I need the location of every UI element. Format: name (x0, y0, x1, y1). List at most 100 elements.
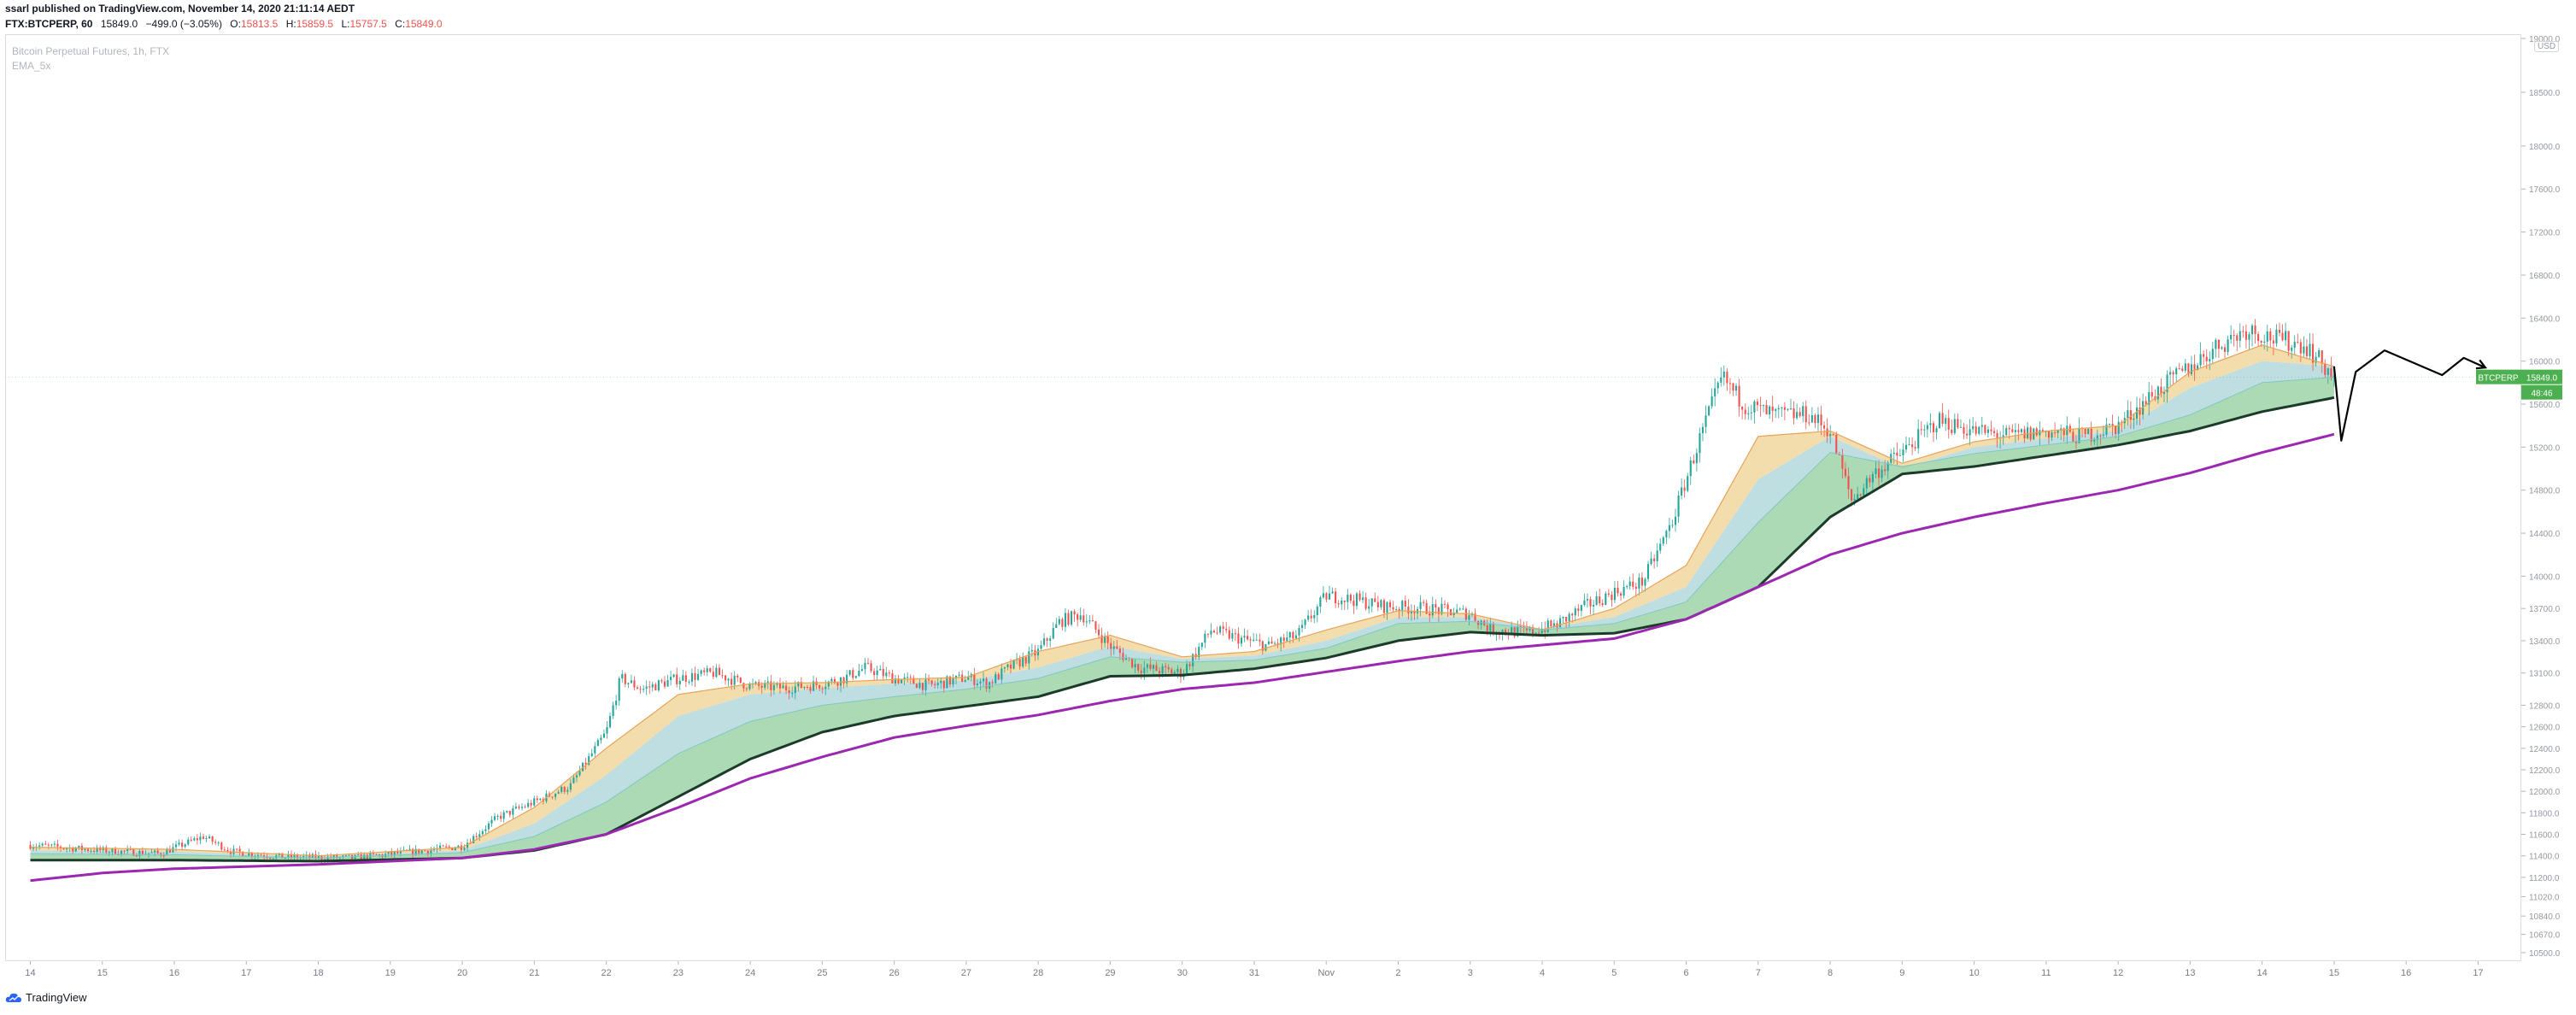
currency-badge[interactable]: USD (2534, 41, 2560, 52)
candle-body (606, 727, 608, 734)
candle-body (1349, 595, 1352, 601)
candle (1929, 413, 1932, 433)
candle-body (572, 777, 575, 783)
candle-body (1656, 550, 1658, 561)
candle (1370, 598, 1373, 613)
legend-indicator[interactable]: EMA_5x (12, 60, 51, 72)
candle (1941, 402, 1944, 427)
candle-body (2209, 359, 2211, 361)
candle-body (2102, 434, 2104, 436)
candle (584, 758, 587, 770)
projection-path[interactable] (2332, 349, 2486, 442)
candle-body (584, 762, 587, 765)
candle-body (1274, 642, 1276, 644)
candle-body (1083, 615, 1085, 623)
candle-body (1580, 605, 1582, 611)
candle-body (1705, 415, 1707, 427)
candle-body (1735, 385, 1738, 391)
candle-body (1228, 630, 1230, 639)
candle (1292, 631, 1294, 643)
candle-body (418, 848, 420, 854)
candle (1012, 659, 1015, 670)
candle (1331, 587, 1334, 595)
candle (375, 854, 378, 855)
candle-body (1808, 422, 1810, 424)
candle-body (160, 853, 162, 856)
candle (1437, 606, 1440, 622)
candle-body (481, 830, 484, 835)
candle (1911, 437, 1914, 455)
candle (44, 840, 47, 845)
candle (430, 846, 432, 857)
candle-body (1058, 619, 1060, 625)
candle-body (1419, 601, 1422, 609)
candle (709, 667, 712, 673)
candle-body (1192, 654, 1194, 666)
time-tick-label: 10 (1969, 968, 1979, 978)
candle-body (181, 842, 184, 848)
candle (1079, 607, 1082, 622)
candle-body (44, 843, 47, 845)
candle-body (1423, 601, 1425, 603)
candle-body (569, 783, 572, 790)
footer-brand[interactable]: TradingView (26, 991, 87, 1004)
candle-body (1799, 412, 1801, 417)
candle (1319, 596, 1322, 613)
candle (1783, 402, 1786, 420)
candle (2239, 323, 2241, 348)
candle (648, 680, 651, 695)
candle-body (1300, 625, 1304, 629)
candle-body (1978, 426, 1980, 434)
candle-body (1814, 415, 1816, 424)
candle (2111, 414, 2114, 437)
candle-body (973, 673, 976, 685)
candle (1368, 598, 1370, 614)
candle-body (1863, 488, 1865, 496)
candle-body (2090, 428, 2092, 442)
candle (290, 850, 293, 862)
candle-body (1112, 646, 1115, 649)
time-tick-label: 23 (673, 968, 684, 978)
candle (873, 668, 876, 681)
symbol-label[interactable]: FTX:BTCPERP, 60 (5, 18, 93, 30)
candle-body (78, 845, 80, 849)
candle-body (2324, 363, 2327, 375)
candle-body (290, 854, 293, 858)
candle (979, 678, 982, 690)
candle-body (2321, 349, 2323, 364)
candle (1204, 630, 1206, 648)
candle (836, 681, 839, 690)
candle (788, 686, 790, 700)
candle-body (788, 690, 790, 694)
candle (942, 680, 945, 693)
candle (2035, 426, 2038, 437)
candle (1185, 660, 1188, 676)
candle (1347, 589, 1349, 610)
candle (770, 675, 772, 697)
candle-body (1456, 609, 1458, 613)
candle-body (123, 850, 126, 852)
candle (690, 668, 694, 686)
candle-body (588, 755, 590, 765)
candle-body (2260, 341, 2262, 343)
price-tick-label: 19000.0 (2529, 35, 2561, 44)
candle-body (1380, 600, 1382, 607)
candle-body (1511, 627, 1513, 635)
candle (654, 682, 657, 691)
candle (2293, 335, 2296, 355)
candle (2162, 386, 2166, 402)
candle-body (1783, 407, 1786, 410)
price-tick-label: 13400.0 (2529, 637, 2561, 647)
candle-body (1593, 604, 1595, 607)
candle (496, 814, 499, 821)
chart-frame[interactable] (5, 34, 2521, 961)
candle-body (873, 671, 876, 676)
candle (2011, 424, 2014, 433)
candle-body (1222, 626, 1224, 629)
candle-body (854, 676, 857, 678)
candle (38, 842, 41, 850)
time-tick-label: 2 (1395, 968, 1400, 978)
candle-body (2072, 431, 2074, 442)
candle (1908, 437, 1910, 446)
